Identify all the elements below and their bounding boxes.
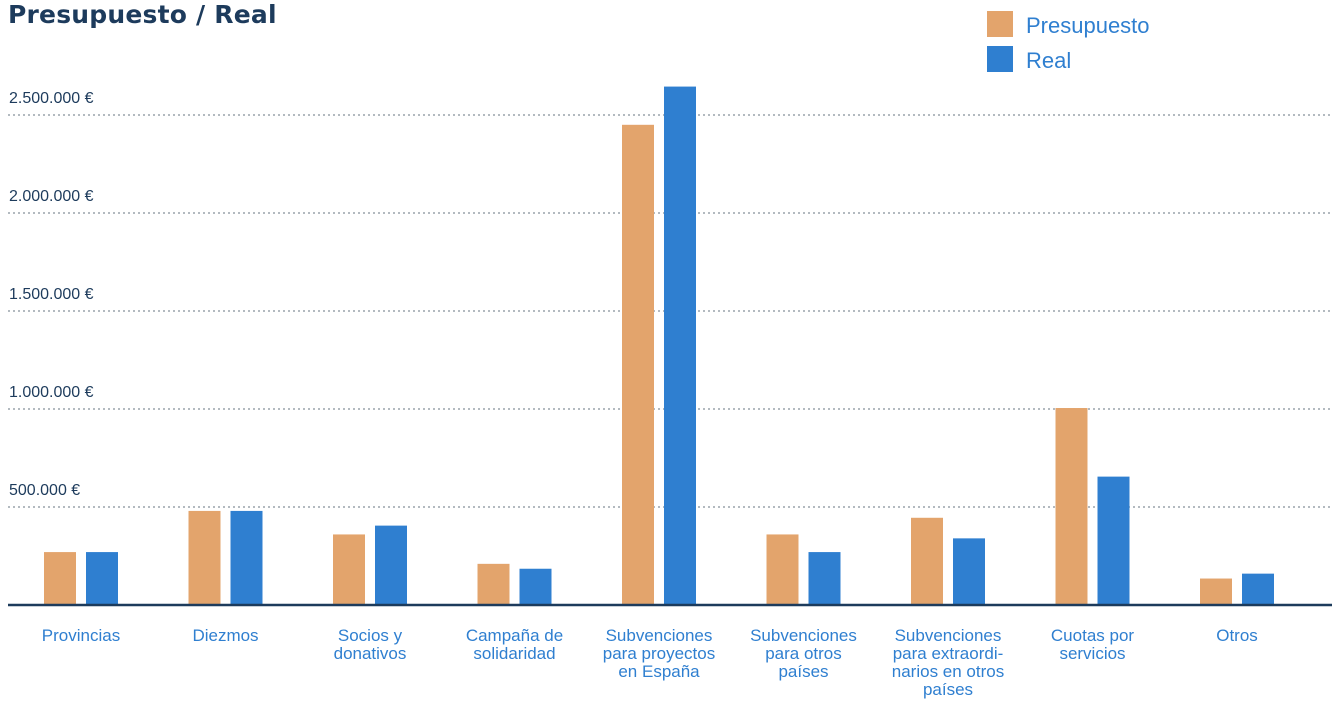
x-axis-categories: Provincias Diezmos Socios y donativos Campañ… xyxy=(42,626,1258,699)
bar-presupuesto xyxy=(333,534,365,605)
category-label: Campaña de solidaridad xyxy=(466,626,563,663)
bar-real xyxy=(230,510,263,605)
bar-presupuesto xyxy=(911,517,943,605)
bar-real xyxy=(1097,476,1130,605)
bar-presupuesto xyxy=(766,534,799,605)
bar-real xyxy=(953,538,985,605)
category-label: Diezmos xyxy=(192,626,258,645)
bar-presupuesto xyxy=(622,124,654,606)
category-label: Socios y donativos xyxy=(334,626,407,663)
legend-swatch xyxy=(987,46,1013,72)
legend-label: Presupuesto xyxy=(1026,13,1150,38)
bar-presupuesto xyxy=(1055,408,1088,605)
category-label: Subvenciones para otros países xyxy=(750,626,857,681)
bar-real xyxy=(664,86,696,605)
y-tick-label: 2.500.000 € xyxy=(9,90,94,107)
category-label: Otros xyxy=(1216,626,1258,645)
bar-presupuesto xyxy=(188,510,221,605)
bar-real xyxy=(808,552,841,605)
bar-presupuesto xyxy=(1200,578,1232,605)
category-label: Subvenciones para proyectos en España xyxy=(603,626,715,681)
category-label: Subvenciones para extraordi-narios en otr… xyxy=(892,626,1004,699)
bar-real xyxy=(519,568,552,605)
bar-real xyxy=(375,525,407,605)
category-label: Provincias xyxy=(42,626,120,645)
bar-presupuesto xyxy=(477,563,510,605)
y-tick-label: 1.000.000 € xyxy=(9,384,94,401)
bars xyxy=(44,86,1274,606)
bar-presupuesto xyxy=(44,552,76,605)
legend-swatch xyxy=(987,11,1013,37)
legend-label: Real xyxy=(1026,48,1071,73)
y-tick-label: 2.000.000 € xyxy=(9,188,94,205)
bar-real xyxy=(1242,573,1274,605)
y-axis-ticks: 500.000 € 1.000.000 € 1.500.000 € 2.000.000… xyxy=(9,90,94,499)
y-tick-label: 500.000 € xyxy=(9,482,80,499)
y-tick-label: 1.500.000 € xyxy=(9,286,94,303)
legend: Presupuesto Real xyxy=(987,11,1150,73)
bar-real xyxy=(86,552,118,605)
chart-title: Presupuesto / Real xyxy=(8,0,277,29)
category-label: Cuotas por servicios xyxy=(1051,626,1134,663)
